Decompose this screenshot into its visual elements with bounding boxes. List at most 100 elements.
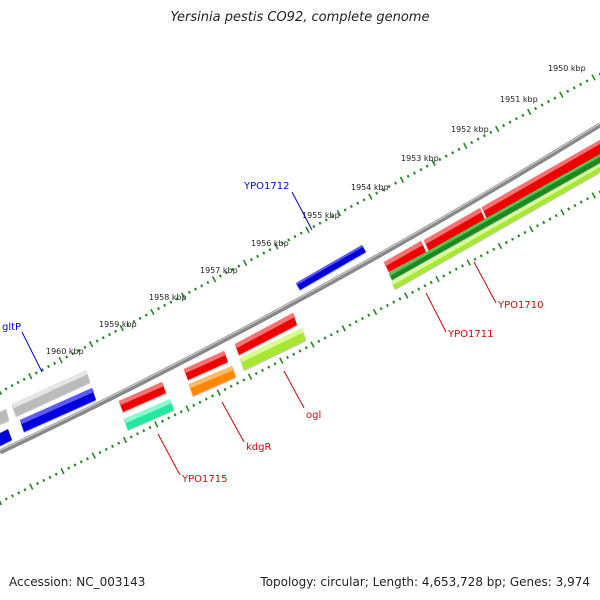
gene-label-ypo1710[interactable]: YPO1710 [497, 300, 543, 311]
outer-scale-tick [476, 137, 480, 141]
outer-scale-tick [419, 168, 423, 172]
inner-scale-tick [336, 329, 339, 334]
inner-scale-tick [254, 371, 258, 376]
gene-label-ypo1712[interactable]: YPO1712 [243, 181, 289, 192]
gene-block-ogl[interactable] [240, 328, 306, 370]
gene-label-ypo1711[interactable]: YPO1711 [447, 329, 493, 340]
inner-scale-tick [567, 207, 571, 211]
outer-scale-tick [249, 258, 253, 262]
outer-scale-tick [281, 241, 284, 245]
outer-scale-tick [231, 267, 235, 272]
scale-labels: 1950 kbp 1951 kbp 1952 kbp 1953 kbp 1954 kbp… [46, 64, 586, 356]
outer-scale-tick [591, 74, 596, 81]
scale-label-1951-kbp: 1951 kbp [500, 95, 538, 104]
inner-scale-tick [204, 397, 208, 401]
inner-scale-tick [117, 441, 121, 445]
outer-scale-tick [387, 184, 391, 189]
gene-label-ogl[interactable]: ogl [306, 410, 321, 421]
gene-block-blue-edge[interactable] [0, 429, 12, 446]
outer-scale-tick [336, 210, 342, 217]
inner-scale-tick [279, 357, 284, 364]
gene-block-kdgr-forward[interactable] [184, 351, 228, 380]
outer-scale-tick [150, 308, 155, 316]
inner-scale-tick [579, 200, 583, 204]
outer-scale-tick [287, 238, 291, 242]
inner-scale-tick [497, 242, 503, 250]
gene-block-ypo1710-b[interactable] [424, 208, 485, 251]
inner-scale-tick [79, 460, 83, 464]
scale-label-1956-kbp: 1956 kbp [251, 239, 289, 248]
outer-scale-tick [163, 303, 167, 307]
outer-scale-tick [77, 348, 81, 353]
inner-scale-tick [11, 494, 14, 498]
inner-scale-tick [372, 308, 378, 316]
inner-scale-tick [479, 254, 483, 258]
outer-scale-tick [553, 96, 557, 100]
page-title: Yersinia pestis CO92, complete genome [170, 10, 430, 25]
inner-scale-tick [411, 290, 414, 294]
outer-scale-tick [482, 134, 486, 138]
gene-block-light-green-long[interactable] [392, 164, 600, 289]
outer-scale-tick [572, 86, 576, 90]
outer-scale-tick [88, 340, 94, 348]
inner-scale-tick [229, 384, 233, 388]
gene-block-ypo1710-a[interactable] [482, 140, 600, 219]
outer-scale-tick [425, 164, 429, 168]
outer-scale-tick [494, 125, 500, 133]
gene-block-gray-b[interactable] [0, 409, 9, 424]
outer-scale-tick [508, 120, 512, 124]
gene-block-ypo1711[interactable] [384, 241, 426, 272]
outer-scale-tick [242, 259, 248, 267]
inner-scale-tick [236, 381, 239, 385]
outer-scale-tick [457, 147, 461, 151]
inner-scale-tick [148, 425, 152, 430]
outer-scale-tick [463, 142, 468, 150]
inner-scale-tick [423, 284, 427, 288]
gene-label-kdgr[interactable]: kdgR [246, 442, 271, 453]
inner-scale-tick [0, 500, 3, 506]
inner-scale-tick [573, 203, 577, 208]
outer-scale-tick [16, 380, 20, 385]
gene-block-kdgr[interactable] [189, 366, 236, 396]
gene-block-ogl-forward[interactable] [235, 313, 297, 355]
outer-scale-tick [107, 332, 111, 337]
inner-scale-tick [492, 247, 496, 251]
outer-scale-tick [293, 234, 297, 239]
inner-scale-tick [591, 192, 596, 199]
gene-label-ypo1715[interactable]: YPO1715 [181, 474, 227, 485]
gene-label-gltp[interactable]: gltP [2, 322, 21, 333]
gene-block-gray-a[interactable] [12, 370, 90, 416]
outer-scale-tick [381, 188, 385, 192]
gene-block-dark-green[interactable] [389, 154, 600, 280]
inner-scale-tick [17, 491, 21, 495]
leader-line-gltp [21, 331, 43, 373]
inner-scale-tick [29, 483, 34, 490]
inner-scale-tick [273, 362, 277, 366]
outer-scale-tick [431, 159, 436, 167]
outer-scale-tick [399, 176, 405, 183]
inner-scale-tick [466, 259, 472, 266]
scale-label-1953-kbp: 1953 kbp [401, 154, 439, 163]
inner-scale-tick [286, 355, 289, 360]
inner-scale-tick [179, 410, 183, 414]
gene-block-ypo1715-forward[interactable] [119, 382, 166, 412]
outer-scale-tick [218, 274, 222, 278]
inner-scale-tick [429, 280, 433, 285]
inner-scale-tick [473, 257, 477, 261]
inner-scale-tick [361, 316, 364, 321]
inner-scale-tick [48, 475, 52, 480]
scale-label-1952-kbp: 1952 kbp [451, 125, 489, 134]
inner-scale-tick [98, 450, 102, 455]
gene-block-gltp[interactable] [20, 388, 96, 432]
inner-scale-tick [341, 325, 346, 332]
outer-scale-tick [256, 254, 260, 258]
outer-scale-tick [349, 204, 353, 209]
inner-scale-tick [392, 300, 396, 304]
inner-scale-tick [86, 457, 89, 461]
gene-block-ypo1715[interactable] [124, 399, 174, 430]
outer-scale-tick [65, 355, 69, 359]
outer-scale-tick [299, 231, 303, 235]
inner-scale-tick [185, 405, 190, 412]
gene-block-ypo1712[interactable] [296, 245, 366, 290]
scale-label-1958-kbp: 1958 kbp [149, 293, 187, 302]
